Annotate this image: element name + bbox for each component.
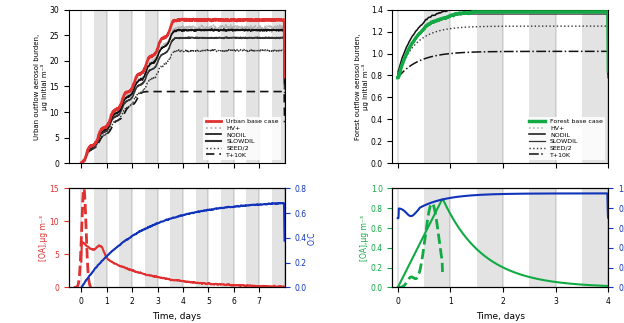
Bar xyxy=(424,10,451,163)
Bar xyxy=(145,188,157,287)
X-axis label: Time, days: Time, days xyxy=(152,312,201,321)
Bar xyxy=(196,188,208,287)
Legend: Urban base case, HV+, NODIL, SLOWDIL, SEED/2, T+10K: Urban base case, HV+, NODIL, SLOWDIL, SE… xyxy=(203,117,281,160)
Bar xyxy=(246,188,259,287)
Bar xyxy=(170,10,183,163)
Bar xyxy=(221,188,234,287)
Bar xyxy=(529,10,556,163)
Y-axis label: [OA],μg m⁻³: [OA],μg m⁻³ xyxy=(39,215,48,261)
Bar xyxy=(119,10,132,163)
Y-axis label: Forest outflow aerosol burden,
μg initial m⁻³: Forest outflow aerosol burden, μg initia… xyxy=(355,33,369,140)
Bar xyxy=(272,188,285,287)
Bar xyxy=(424,188,451,287)
Bar xyxy=(582,188,608,287)
Bar xyxy=(94,10,107,163)
Y-axis label: Urban outflow aerosol burden,
μg initial m⁻³: Urban outflow aerosol burden, μg initial… xyxy=(34,33,48,140)
Bar xyxy=(196,10,208,163)
Bar xyxy=(477,10,503,163)
Bar xyxy=(119,188,132,287)
Bar xyxy=(94,188,107,287)
Bar xyxy=(272,10,285,163)
Y-axis label: O:C: O:C xyxy=(308,231,317,245)
Bar xyxy=(582,10,608,163)
Bar xyxy=(246,10,259,163)
Bar xyxy=(529,188,556,287)
Bar xyxy=(170,188,183,287)
Y-axis label: [OA],μg m⁻³: [OA],μg m⁻³ xyxy=(360,215,369,261)
X-axis label: Time, days: Time, days xyxy=(476,312,525,321)
Bar xyxy=(477,188,503,287)
Bar xyxy=(221,10,234,163)
Bar xyxy=(145,10,157,163)
Legend: Forest base case, HV+, NODIL, SLOWDIL, SEED/2, T+10K: Forest base case, HV+, NODIL, SLOWDIL, S… xyxy=(527,117,605,160)
